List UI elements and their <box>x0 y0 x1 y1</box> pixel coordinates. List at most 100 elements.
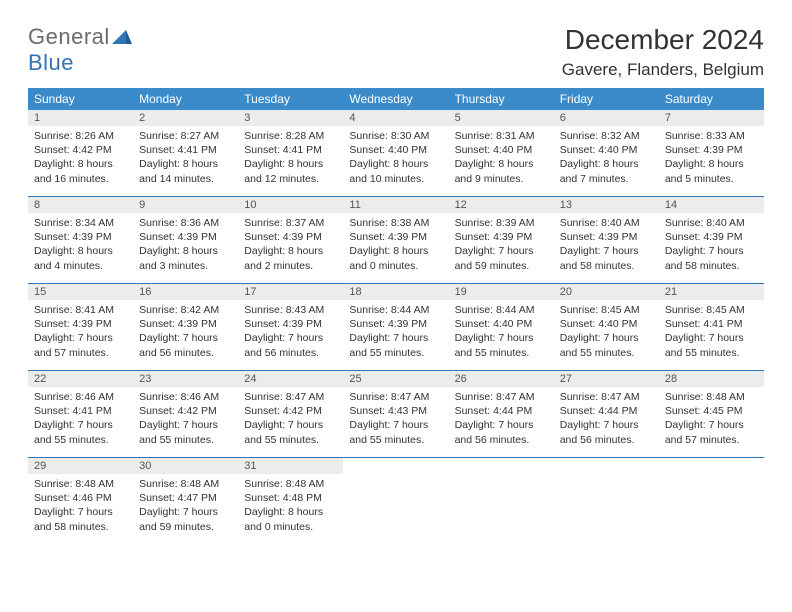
daylight-line-2: and 59 minutes. <box>455 259 548 273</box>
sunrise-text: Sunrise: 8:44 AM <box>349 303 442 317</box>
day-details: Sunrise: 8:47 AMSunset: 4:44 PMDaylight:… <box>449 387 554 451</box>
calendar-cell: 7Sunrise: 8:33 AMSunset: 4:39 PMDaylight… <box>659 110 764 197</box>
sunrise-text: Sunrise: 8:28 AM <box>244 129 337 143</box>
day-number: 25 <box>343 371 448 387</box>
day-details: Sunrise: 8:46 AMSunset: 4:42 PMDaylight:… <box>133 387 238 451</box>
daylight-line-1: Daylight: 8 hours <box>560 157 653 171</box>
daylight-line-2: and 55 minutes. <box>34 433 127 447</box>
day-details: Sunrise: 8:48 AMSunset: 4:48 PMDaylight:… <box>238 474 343 538</box>
daylight-line-1: Daylight: 7 hours <box>139 418 232 432</box>
sunset-text: Sunset: 4:45 PM <box>665 404 758 418</box>
sunrise-text: Sunrise: 8:34 AM <box>34 216 127 230</box>
sunset-text: Sunset: 4:39 PM <box>560 230 653 244</box>
logo-word-1: General <box>28 24 110 49</box>
day-details: Sunrise: 8:48 AMSunset: 4:47 PMDaylight:… <box>133 474 238 538</box>
sunrise-text: Sunrise: 8:33 AM <box>665 129 758 143</box>
calendar-cell: 8Sunrise: 8:34 AMSunset: 4:39 PMDaylight… <box>28 197 133 284</box>
sunrise-text: Sunrise: 8:31 AM <box>455 129 548 143</box>
sunset-text: Sunset: 4:40 PM <box>560 143 653 157</box>
sunrise-text: Sunrise: 8:26 AM <box>34 129 127 143</box>
calendar-cell: 23Sunrise: 8:46 AMSunset: 4:42 PMDayligh… <box>133 371 238 458</box>
daylight-line-1: Daylight: 8 hours <box>349 157 442 171</box>
sunset-text: Sunset: 4:40 PM <box>455 317 548 331</box>
day-number: 24 <box>238 371 343 387</box>
sunset-text: Sunset: 4:39 PM <box>349 317 442 331</box>
calendar-cell: 11Sunrise: 8:38 AMSunset: 4:39 PMDayligh… <box>343 197 448 284</box>
heading-block: December 2024 Gavere, Flanders, Belgium <box>562 24 764 80</box>
location-text: Gavere, Flanders, Belgium <box>562 60 764 80</box>
sunrise-text: Sunrise: 8:37 AM <box>244 216 337 230</box>
sunset-text: Sunset: 4:41 PM <box>34 404 127 418</box>
day-details: Sunrise: 8:43 AMSunset: 4:39 PMDaylight:… <box>238 300 343 364</box>
logo-word-2: Blue <box>28 50 74 75</box>
sunrise-text: Sunrise: 8:47 AM <box>560 390 653 404</box>
day-number: 20 <box>554 284 659 300</box>
daylight-line-1: Daylight: 8 hours <box>139 244 232 258</box>
daylight-line-2: and 58 minutes. <box>560 259 653 273</box>
sunset-text: Sunset: 4:44 PM <box>560 404 653 418</box>
day-number: 30 <box>133 458 238 474</box>
sunrise-text: Sunrise: 8:43 AM <box>244 303 337 317</box>
day-number: 18 <box>343 284 448 300</box>
logo: General Blue <box>28 24 132 76</box>
calendar-cell: 20Sunrise: 8:45 AMSunset: 4:40 PMDayligh… <box>554 284 659 371</box>
calendar-cell: 19Sunrise: 8:44 AMSunset: 4:40 PMDayligh… <box>449 284 554 371</box>
sunrise-text: Sunrise: 8:40 AM <box>560 216 653 230</box>
calendar-cell: 27Sunrise: 8:47 AMSunset: 4:44 PMDayligh… <box>554 371 659 458</box>
calendar-cell: 29Sunrise: 8:48 AMSunset: 4:46 PMDayligh… <box>28 458 133 545</box>
daylight-line-2: and 12 minutes. <box>244 172 337 186</box>
day-details: Sunrise: 8:33 AMSunset: 4:39 PMDaylight:… <box>659 126 764 190</box>
calendar-cell: 21Sunrise: 8:45 AMSunset: 4:41 PMDayligh… <box>659 284 764 371</box>
calendar-cell: 22Sunrise: 8:46 AMSunset: 4:41 PMDayligh… <box>28 371 133 458</box>
page: General Blue December 2024 Gavere, Fland… <box>0 0 792 544</box>
daylight-line-2: and 56 minutes. <box>560 433 653 447</box>
day-details: Sunrise: 8:46 AMSunset: 4:41 PMDaylight:… <box>28 387 133 451</box>
day-number: 2 <box>133 110 238 126</box>
day-details: Sunrise: 8:26 AMSunset: 4:42 PMDaylight:… <box>28 126 133 190</box>
sunrise-text: Sunrise: 8:27 AM <box>139 129 232 143</box>
sunset-text: Sunset: 4:40 PM <box>455 143 548 157</box>
sunset-text: Sunset: 4:39 PM <box>665 143 758 157</box>
daylight-line-2: and 56 minutes. <box>244 346 337 360</box>
daylight-line-1: Daylight: 7 hours <box>34 418 127 432</box>
day-number: 11 <box>343 197 448 213</box>
calendar-cell: 24Sunrise: 8:47 AMSunset: 4:42 PMDayligh… <box>238 371 343 458</box>
sunrise-text: Sunrise: 8:46 AM <box>34 390 127 404</box>
daylight-line-1: Daylight: 7 hours <box>34 331 127 345</box>
day-number: 29 <box>28 458 133 474</box>
day-details: Sunrise: 8:44 AMSunset: 4:40 PMDaylight:… <box>449 300 554 364</box>
day-number: 10 <box>238 197 343 213</box>
day-details: Sunrise: 8:27 AMSunset: 4:41 PMDaylight:… <box>133 126 238 190</box>
daylight-line-2: and 10 minutes. <box>349 172 442 186</box>
logo-sail-icon <box>112 31 132 48</box>
logo-text-block: General Blue <box>28 24 132 76</box>
calendar-cell: 17Sunrise: 8:43 AMSunset: 4:39 PMDayligh… <box>238 284 343 371</box>
daylight-line-1: Daylight: 7 hours <box>349 331 442 345</box>
calendar-cell: 6Sunrise: 8:32 AMSunset: 4:40 PMDaylight… <box>554 110 659 197</box>
day-details: Sunrise: 8:37 AMSunset: 4:39 PMDaylight:… <box>238 213 343 277</box>
daylight-line-2: and 55 minutes. <box>349 433 442 447</box>
sunset-text: Sunset: 4:39 PM <box>34 317 127 331</box>
day-details: Sunrise: 8:45 AMSunset: 4:41 PMDaylight:… <box>659 300 764 364</box>
day-number: 3 <box>238 110 343 126</box>
calendar-cell: .. <box>449 458 554 545</box>
daylight-line-1: Daylight: 7 hours <box>560 244 653 258</box>
sunrise-text: Sunrise: 8:45 AM <box>560 303 653 317</box>
daylight-line-2: and 55 minutes. <box>244 433 337 447</box>
calendar-cell: .. <box>343 458 448 545</box>
sunrise-text: Sunrise: 8:41 AM <box>34 303 127 317</box>
sunset-text: Sunset: 4:40 PM <box>349 143 442 157</box>
daylight-line-1: Daylight: 7 hours <box>455 244 548 258</box>
daylight-line-1: Daylight: 7 hours <box>665 418 758 432</box>
daylight-line-1: Daylight: 7 hours <box>560 418 653 432</box>
top-bar: General Blue December 2024 Gavere, Fland… <box>28 24 764 80</box>
calendar-cell: 2Sunrise: 8:27 AMSunset: 4:41 PMDaylight… <box>133 110 238 197</box>
daylight-line-1: Daylight: 8 hours <box>139 157 232 171</box>
day-number: 5 <box>449 110 554 126</box>
sunrise-text: Sunrise: 8:44 AM <box>455 303 548 317</box>
daylight-line-1: Daylight: 7 hours <box>455 418 548 432</box>
calendar-row: 1Sunrise: 8:26 AMSunset: 4:42 PMDaylight… <box>28 110 764 197</box>
sunset-text: Sunset: 4:41 PM <box>665 317 758 331</box>
sunset-text: Sunset: 4:39 PM <box>244 317 337 331</box>
daylight-line-1: Daylight: 7 hours <box>139 331 232 345</box>
